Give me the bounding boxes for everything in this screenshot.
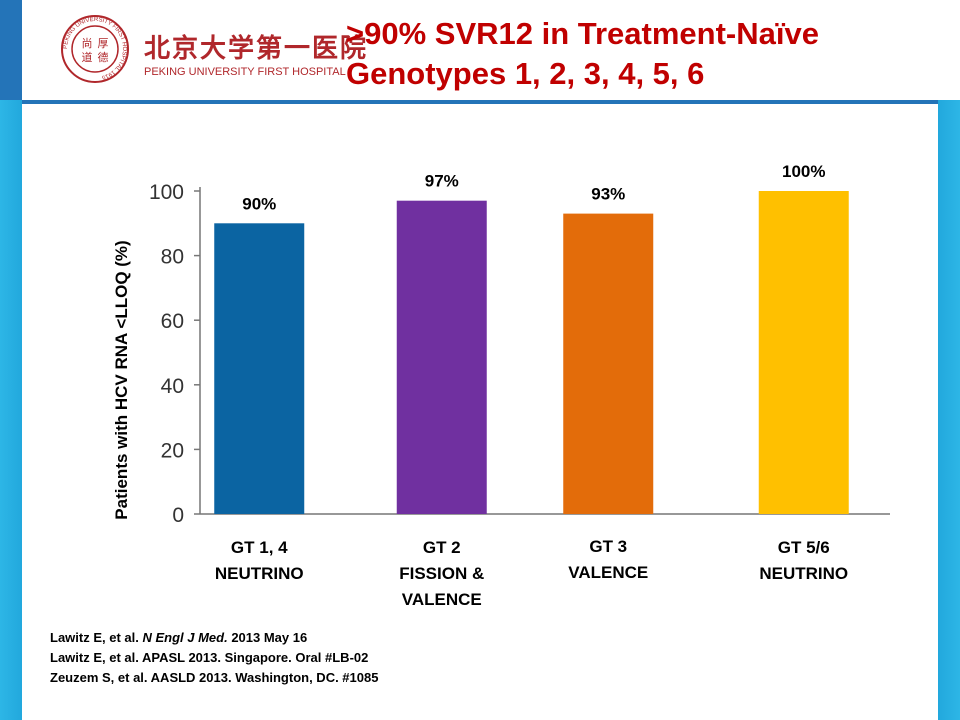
seal-char: 道: [82, 50, 93, 64]
category-label: VALENCE: [402, 590, 482, 609]
title-line-1: >90% SVR12 in Treatment-Naïve: [346, 16, 819, 51]
header-corner-accent: [0, 0, 22, 100]
seal-char: 尚: [82, 36, 93, 50]
y-tick-label: 100: [149, 181, 184, 204]
reference-line: Lawitz E, et al. APASL 2013. Singapore. …: [50, 648, 378, 668]
hospital-name-cn: 北京大学第一医院: [144, 34, 369, 64]
y-tick-label: 0: [172, 504, 184, 527]
bar-3: [563, 213, 654, 515]
bar-2: [396, 200, 487, 514]
header-divider: [22, 100, 938, 104]
hospital-seal-icon: PEKING UNIVERSITY FIRST HOSPITAL 1915 尚 …: [61, 15, 129, 83]
category-label: VALENCE: [568, 563, 648, 582]
right-decor-band: [938, 100, 960, 720]
category-label: GT 2: [423, 538, 461, 557]
reference-text: Lawitz E, et al.: [50, 630, 143, 645]
hospital-logo: PEKING UNIVERSITY FIRST HOSPITAL 1915 尚 …: [60, 14, 366, 86]
seal-char: 厚: [98, 37, 109, 50]
data-label: 97%: [425, 172, 459, 191]
hospital-name-en: PEKING UNIVERSITY FIRST HOSPITAL: [144, 66, 346, 78]
seal-char: 德: [98, 50, 109, 64]
y-tick-label: 60: [161, 310, 184, 333]
y-tick-label: 40: [161, 375, 184, 398]
reference-text: 2013 May 16: [227, 630, 308, 645]
category-label: NEUTRINO: [759, 564, 848, 583]
journal-name: N Engl J Med.: [142, 630, 228, 645]
title-line-2: Genotypes 1, 2, 3, 4, 5, 6: [346, 56, 705, 91]
category-label: NEUTRINO: [215, 564, 304, 583]
reference-text: Zeuzem S, et al. AASLD 2013. Washington,…: [50, 670, 379, 685]
data-label: 90%: [242, 194, 276, 213]
reference-line: Zeuzem S, et al. AASLD 2013. Washington,…: [50, 668, 378, 688]
category-label: FISSION &: [399, 564, 484, 583]
category-label: GT 1, 4: [231, 538, 288, 557]
bar-1: [214, 223, 305, 515]
y-tick-label: 20: [161, 439, 184, 462]
bar-4: [758, 191, 849, 514]
reference-line: Lawitz E, et al. N Engl J Med. 2013 May …: [50, 628, 378, 648]
data-label: 100%: [782, 162, 825, 181]
y-axis-title: Patients with HCV RNA <LLOQ (%): [112, 240, 131, 519]
data-label: 93%: [591, 185, 625, 204]
slide-header: PEKING UNIVERSITY FIRST HOSPITAL 1915 尚 …: [0, 0, 960, 100]
reference-text: Lawitz E, et al. APASL 2013. Singapore. …: [50, 650, 369, 665]
y-tick-label: 80: [161, 246, 184, 269]
left-decor-band: [0, 100, 22, 720]
slide-title: >90% SVR12 in Treatment-Naïve Genotypes …: [346, 14, 946, 94]
references: Lawitz E, et al. N Engl J Med. 2013 May …: [50, 628, 378, 688]
category-label: GT 5/6: [778, 538, 830, 557]
category-label: GT 3: [589, 537, 627, 556]
